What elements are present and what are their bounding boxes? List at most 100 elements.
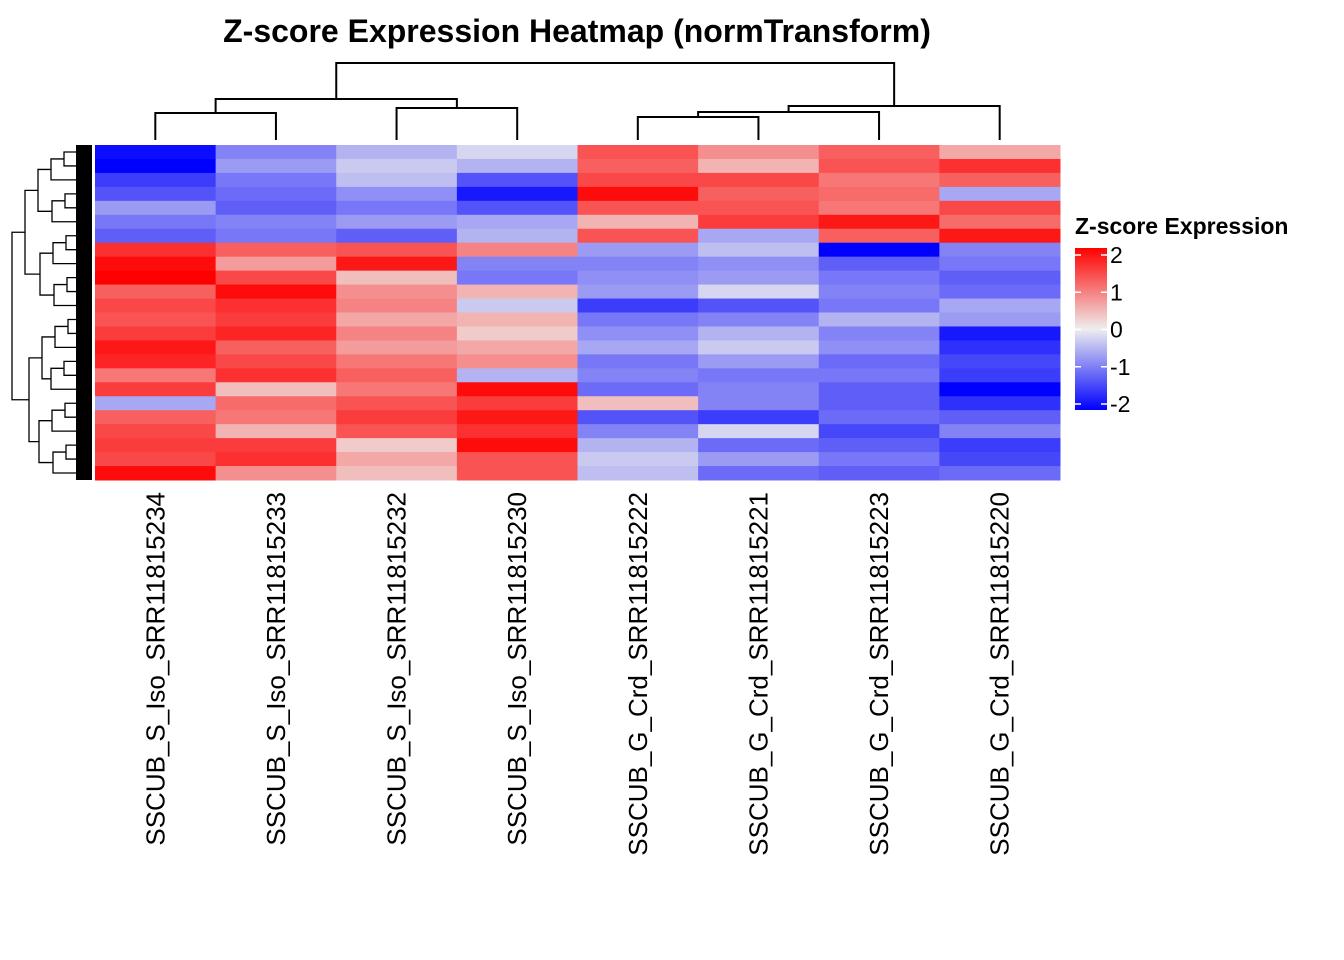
heatmap-cell — [336, 214, 458, 230]
heatmap-cell — [939, 396, 1061, 411]
heatmap-cell — [818, 410, 940, 425]
heatmap-cell — [577, 242, 699, 258]
dendrogram-branch — [38, 420, 53, 464]
heatmap-cell — [939, 340, 1061, 355]
column-label: SSCUB_S_Iso_SRR11815233 — [261, 492, 291, 846]
heatmap-cell — [336, 145, 458, 160]
legend-tick-label: -2 — [1110, 391, 1130, 417]
column-label: SSCUB_G_Crd_SRR11815221 — [743, 492, 773, 856]
heatmap-cell — [577, 158, 699, 174]
dendrogram-branch — [41, 336, 55, 380]
dendrogram-branch — [65, 444, 76, 460]
heatmap-cell — [215, 452, 337, 467]
heatmap-cell — [818, 284, 940, 300]
heatmap-cell — [577, 186, 699, 202]
heatmap-cell — [456, 242, 578, 258]
heatmap-cell — [215, 186, 337, 202]
heatmap-cell — [939, 438, 1061, 453]
heatmap-cell — [95, 242, 217, 258]
heatmap-cell — [215, 396, 337, 411]
heatmap-cell — [456, 452, 578, 467]
heatmap-cell — [698, 228, 820, 244]
heatmap-cell — [215, 382, 337, 397]
heatmap-cell — [456, 298, 578, 313]
heatmap-cell — [336, 368, 458, 383]
dendrogram-branch — [335, 62, 896, 106]
heatmap-cell — [95, 312, 217, 327]
heatmap-cell — [818, 228, 940, 244]
heatmap-cell — [215, 158, 337, 174]
heatmap-cell — [577, 382, 699, 397]
heatmap-cell — [95, 452, 217, 467]
heatmap-cell — [818, 145, 940, 160]
heatmap-cell — [939, 354, 1061, 369]
heatmap-cell — [336, 298, 458, 313]
heatmap-cell — [336, 452, 458, 467]
chart-title: Z-score Expression Heatmap (normTransfor… — [223, 13, 931, 49]
heatmap-cell — [939, 382, 1061, 397]
heatmap-cell — [95, 438, 217, 453]
heatmap-cell — [818, 466, 940, 481]
heatmap-cell — [939, 214, 1061, 230]
heatmap-cell — [95, 354, 217, 369]
heatmap-cell — [939, 410, 1061, 425]
dendrogram-branch — [65, 235, 76, 251]
heatmap-cell — [939, 158, 1061, 174]
heatmap-cell — [577, 270, 699, 286]
heatmap-cell — [577, 410, 699, 425]
heatmap-cell — [698, 340, 820, 355]
heatmap-cell — [336, 270, 458, 286]
heatmap-cell — [456, 354, 578, 369]
heatmap-cell — [215, 200, 337, 216]
heatmap-cell — [577, 256, 699, 272]
heatmap-cell — [698, 312, 820, 327]
heatmap-cell — [336, 410, 458, 425]
heatmap-cell — [95, 396, 217, 411]
dendrogram-branch — [51, 200, 76, 223]
heatmap-cell — [95, 424, 217, 439]
heatmap-cell — [577, 424, 699, 439]
heatmap-cell — [577, 145, 699, 160]
heatmap-cell — [456, 312, 578, 327]
heatmap-cell — [215, 298, 337, 313]
column-label: SSCUB_S_Iso_SRR11815234 — [140, 492, 170, 846]
heatmap-cell — [939, 228, 1061, 244]
heatmap-cell — [215, 242, 337, 258]
heatmap-cell — [939, 270, 1061, 286]
heatmap-cell — [456, 200, 578, 216]
heatmap-cell — [577, 172, 699, 188]
heatmap-cell — [456, 256, 578, 272]
heatmap-cell — [939, 466, 1061, 481]
heatmap-cell — [818, 438, 940, 453]
heatmap-cell — [215, 424, 337, 439]
heatmap-cell — [939, 186, 1061, 202]
heatmap-cell — [336, 284, 458, 300]
dendrogram-branch — [52, 451, 76, 474]
heatmap-cell — [456, 158, 578, 174]
heatmap-cell — [336, 312, 458, 327]
heatmap-cell — [215, 172, 337, 188]
heatmap-cell — [95, 368, 217, 383]
dendrogram-branch — [64, 402, 76, 418]
heatmap-cell — [577, 200, 699, 216]
heatmap-cell — [95, 270, 217, 286]
legend-tick-label: -1 — [1110, 354, 1130, 380]
heatmap-cell — [818, 172, 940, 188]
heatmap-cell — [939, 284, 1061, 300]
heatmap-cell — [698, 270, 820, 286]
column-label: SSCUB_S_Iso_SRR11815230 — [502, 492, 532, 846]
heatmap-cell — [698, 382, 820, 397]
heatmap-cell — [95, 340, 217, 355]
heatmap-cell — [577, 228, 699, 244]
heatmap-cell — [456, 270, 578, 286]
heatmap-cell — [215, 284, 337, 300]
heatmap-cell — [336, 200, 458, 216]
heatmap-cell — [95, 200, 217, 216]
heatmap-cell — [577, 396, 699, 411]
heatmap-cell — [456, 172, 578, 188]
heatmap-cell — [336, 340, 458, 355]
heatmap-cell — [939, 298, 1061, 313]
heatmap-cell — [698, 326, 820, 341]
heatmap-cell — [698, 396, 820, 411]
heatmap-cell — [456, 326, 578, 341]
